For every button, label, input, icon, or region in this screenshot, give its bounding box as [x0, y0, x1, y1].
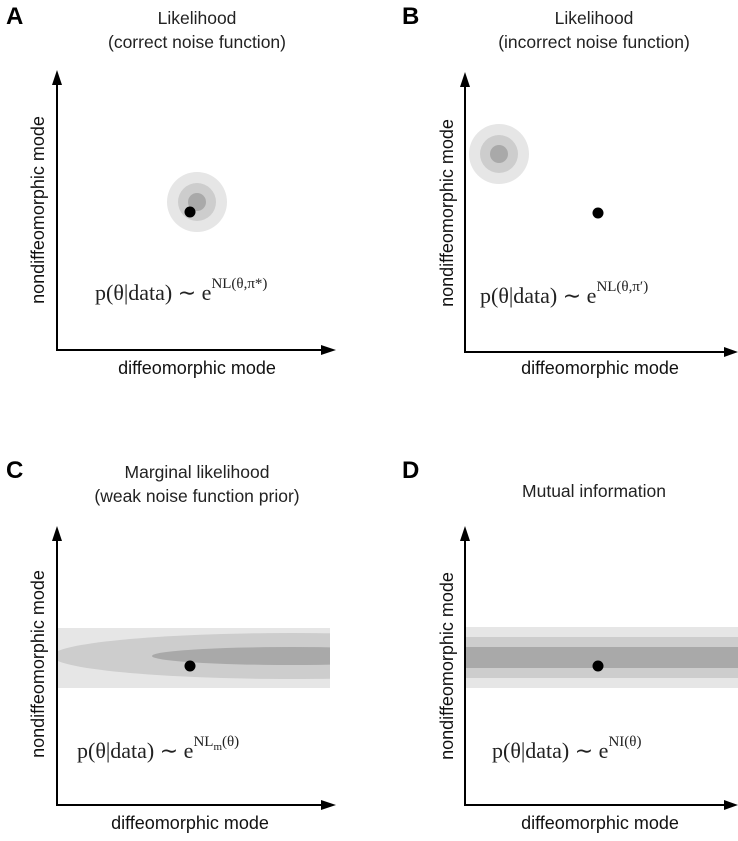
y-axis-label-a: nondiffeomorphic mode — [28, 116, 48, 304]
formula-a-exponent: NL(θ,π*) — [211, 276, 267, 292]
x-axis-label-a: diffeomorphic mode — [118, 358, 276, 378]
mutual-information-band-d — [466, 627, 738, 688]
formula-b-exponent: NL(θ,π′) — [596, 279, 648, 295]
formula-d-lhs: p(θ|data) ∼ e — [492, 738, 608, 763]
panel-b-title-line1: Likelihood — [555, 8, 634, 28]
y-axis-label-c: nondiffeomorphic mode — [28, 570, 48, 758]
panel-c-title-line2: (weak noise function prior) — [94, 486, 299, 506]
formula-c-exponent-tail: (θ) — [222, 734, 239, 750]
x-axis-label-b: diffeomorphic mode — [521, 358, 679, 378]
y-axis-arrow-d — [460, 526, 470, 541]
y-axis-label-b: nondiffeomorphic mode — [437, 119, 457, 307]
formula-c-exponent: NL — [193, 734, 213, 750]
y-axis-arrow-a — [52, 70, 62, 85]
x-axis-arrow-d — [724, 800, 738, 810]
true-parameter-dot-a — [184, 206, 196, 218]
x-axis-arrow-b — [724, 347, 738, 357]
formula-b-lhs: p(θ|data) ∼ e — [480, 283, 596, 308]
x-axis-label-c: diffeomorphic mode — [111, 813, 269, 833]
x-axis-label-d: diffeomorphic mode — [521, 813, 679, 833]
formula-b: p(θ|data) ∼ eNL(θ,π′) — [480, 279, 648, 308]
y-axis-arrow-b — [460, 72, 470, 87]
panel-d-title: Mutual information — [522, 481, 666, 501]
panel-b: B Likelihood (incorrect noise function) … — [402, 3, 738, 378]
band-d-inner — [466, 647, 738, 668]
x-axis-arrow-c — [321, 800, 336, 810]
true-parameter-dot-c — [184, 660, 196, 672]
blob-a-inner — [188, 193, 206, 211]
formula-a: p(θ|data) ∼ eNL(θ,π*) — [95, 276, 267, 305]
formula-a-lhs: p(θ|data) ∼ e — [95, 280, 211, 305]
likelihood-blob-a — [167, 172, 227, 232]
panel-a-title-line1: Likelihood — [158, 8, 237, 28]
panel-letter-a: A — [6, 3, 23, 30]
panel-letter-d: D — [402, 457, 419, 484]
panel-a: A Likelihood (correct noise function) no… — [6, 3, 336, 378]
y-axis-label-d: nondiffeomorphic mode — [437, 572, 457, 760]
panel-c-title-line1: Marginal likelihood — [125, 462, 270, 482]
panel-letter-b: B — [402, 3, 419, 30]
band-c-inner — [152, 647, 330, 665]
x-axis-arrow-a — [321, 345, 336, 355]
panel-letter-c: C — [6, 457, 23, 484]
likelihood-blob-b — [469, 124, 529, 184]
panel-b-title-line2: (incorrect noise function) — [498, 32, 690, 52]
formula-c: p(θ|data) ∼ eNLm(θ) — [77, 734, 239, 763]
true-parameter-dot-d — [592, 660, 604, 672]
true-parameter-dot-b — [592, 207, 604, 219]
formula-c-lhs: p(θ|data) ∼ e — [77, 738, 193, 763]
formula-c-exponent-subscript: m — [213, 741, 222, 753]
panel-c: C Marginal likelihood (weak noise functi… — [6, 457, 336, 833]
y-axis-arrow-c — [52, 526, 62, 541]
panel-a-title-line2: (correct noise function) — [108, 32, 286, 52]
panel-d: D Mutual information nondiffeomorphic mo… — [402, 457, 738, 833]
formula-d: p(θ|data) ∼ eNI(θ) — [492, 734, 641, 763]
formula-d-exponent: NI(θ) — [608, 734, 641, 750]
marginal-likelihood-band-c — [57, 628, 330, 688]
blob-b-inner — [490, 145, 508, 163]
